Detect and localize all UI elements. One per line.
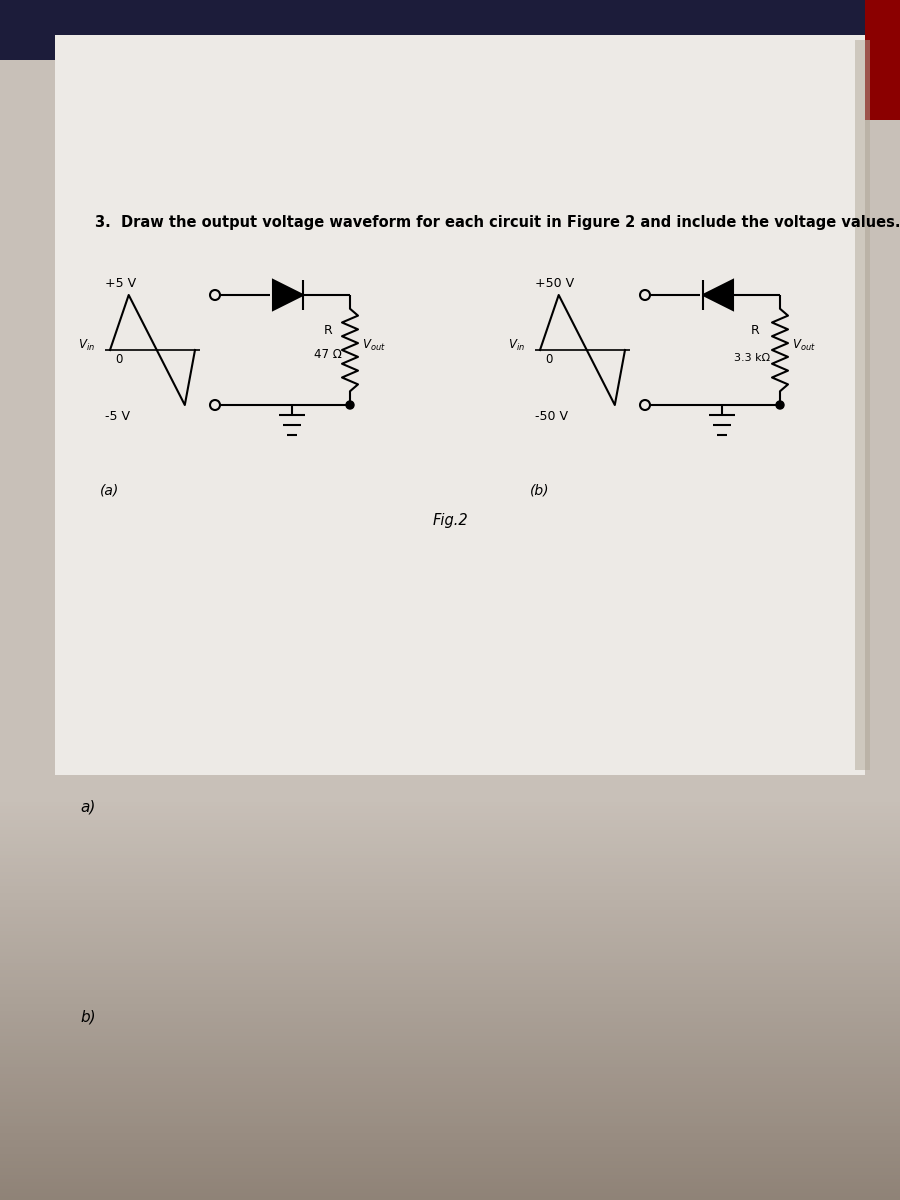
Text: Fig.2: Fig.2 <box>432 512 468 528</box>
Bar <box>865 0 900 120</box>
Text: -50 V: -50 V <box>535 410 568 422</box>
Text: $V_{out}$: $V_{out}$ <box>362 337 386 353</box>
Text: $V_{in}$: $V_{in}$ <box>78 337 95 353</box>
Text: R: R <box>324 324 332 336</box>
Text: +50 V: +50 V <box>535 277 574 290</box>
Text: 0: 0 <box>115 353 122 366</box>
Bar <box>855 40 870 770</box>
Text: a): a) <box>80 800 95 815</box>
Text: $V_{in}$: $V_{in}$ <box>508 337 525 353</box>
Text: +5 V: +5 V <box>105 277 136 290</box>
Bar <box>0 0 900 60</box>
Polygon shape <box>703 280 733 310</box>
Text: R: R <box>751 324 760 336</box>
Bar <box>55 35 865 775</box>
Text: (b): (b) <box>530 482 550 497</box>
Text: 47 Ω: 47 Ω <box>314 348 342 361</box>
Circle shape <box>776 401 784 409</box>
Text: 3.3 kΩ: 3.3 kΩ <box>734 353 770 362</box>
Text: $V_{out}$: $V_{out}$ <box>792 337 815 353</box>
Text: 0: 0 <box>545 353 553 366</box>
Polygon shape <box>273 280 303 310</box>
Text: 3.  Draw the output voltage waveform for each circuit in Figure 2 and include th: 3. Draw the output voltage waveform for … <box>95 215 900 230</box>
Circle shape <box>346 401 354 409</box>
Text: -5 V: -5 V <box>105 410 130 422</box>
Text: b): b) <box>80 1010 95 1025</box>
Text: (a): (a) <box>100 482 119 497</box>
